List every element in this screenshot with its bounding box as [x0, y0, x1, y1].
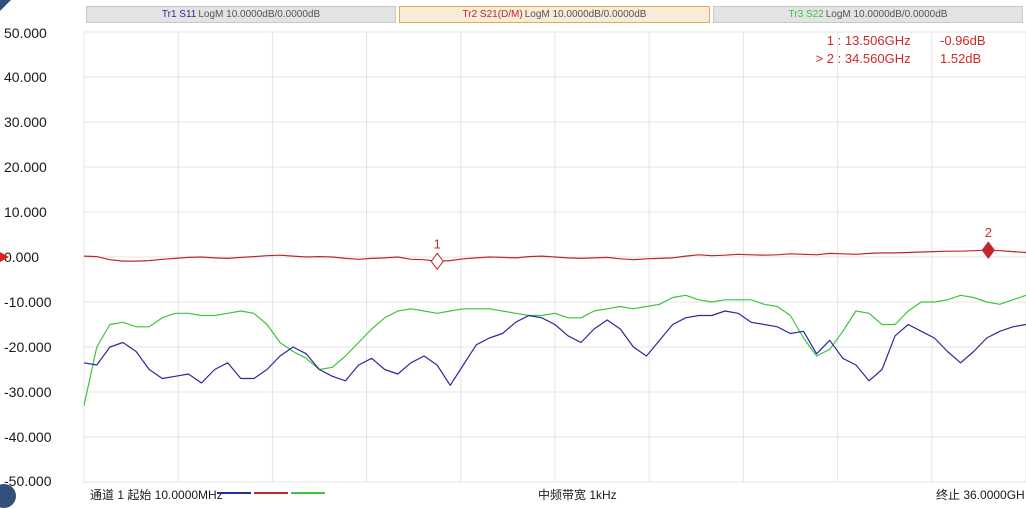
y-tick-label: 30.000: [4, 114, 47, 130]
reference-arrow-icon: [0, 252, 9, 262]
y-tick-label: -30.000: [4, 384, 52, 400]
trace-line-tr2: [83, 249, 1026, 262]
trace-tab-name: Tr3 S22: [788, 9, 824, 20]
y-tick-label: 40.000: [4, 69, 47, 85]
y-tick-label: -50.000: [4, 473, 52, 489]
trace-tab-3[interactable]: Tr3 S22 LogM 10.0000dB/0.0000dB: [713, 6, 1023, 23]
trace-tab-name: Tr1 S11: [161, 9, 197, 20]
footer-if-bandwidth: 中频带宽 1kHz: [538, 488, 617, 502]
y-tick-label: 0.000: [4, 249, 40, 265]
footer-start-frequency: 通道 1 起始 10.0000MHz: [90, 488, 223, 502]
marker-readout-prefix: > 2: [815, 51, 834, 66]
trace-tab-settings: LogM 10.0000dB/0.0000dB: [825, 9, 948, 20]
marker-readout-value-2: 1.52dB: [940, 51, 982, 66]
traces: [83, 249, 1026, 406]
trace-tab-name: Tr2 S21(D/M): [462, 9, 523, 20]
y-tick-label: -20.000: [4, 339, 52, 355]
trace-tab-2[interactable]: Tr2 S21(D/M) LogM 10.0000dB/0.0000dB: [399, 6, 710, 23]
y-tick-label: -40.000: [4, 429, 52, 445]
trace-tab-settings: LogM 10.0000dB/0.0000dB: [198, 9, 321, 20]
marker-readout-2: > 2 : 34.560GHz: [800, 51, 911, 66]
marker-1-icon: [430, 252, 444, 271]
y-tick-label: -10.000: [4, 294, 52, 310]
marker-2-icon: [981, 241, 995, 259]
trace-tab-settings: LogM 10.0000dB/0.0000dB: [524, 9, 647, 20]
trace-tab-1[interactable]: Tr1 S11 LogM 10.0000dB/0.0000dB: [86, 6, 396, 23]
trace-color-legend: [217, 492, 325, 494]
y-tick-label: 10.000: [4, 204, 47, 220]
corner-indicator-icon: [0, 0, 11, 11]
grid: [83, 31, 1026, 483]
marker-2-label: 2: [985, 225, 992, 240]
footer-stop-frequency: 终止 36.0000GH: [936, 488, 1025, 502]
marker-1-label: 1: [434, 236, 441, 251]
marker-readout-prefix: 1: [826, 33, 834, 48]
trace-line-tr3: [83, 294, 1026, 406]
y-tick-label: 50.000: [4, 25, 47, 41]
marker-readout-freq: 34.560GHz: [844, 51, 911, 66]
y-tick-label: 20.000: [4, 159, 47, 175]
marker-readout-value-1: -0.96dB: [940, 33, 986, 48]
markers-layer: 12: [430, 225, 995, 271]
marker-readout-freq: 13.506GHz: [844, 33, 911, 48]
marker-readout-1: 1 : 13.506GHz: [800, 33, 911, 48]
trace-line-tr1: [83, 310, 1026, 386]
